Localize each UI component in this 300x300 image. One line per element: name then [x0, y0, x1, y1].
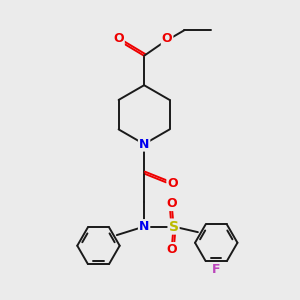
Text: O: O [113, 32, 124, 46]
Text: N: N [139, 138, 149, 151]
Text: N: N [139, 220, 149, 233]
Text: S: S [169, 220, 178, 234]
Text: F: F [212, 263, 220, 276]
Text: O: O [167, 177, 178, 190]
Text: O: O [167, 197, 177, 210]
Text: O: O [162, 32, 172, 46]
Text: O: O [167, 243, 177, 256]
